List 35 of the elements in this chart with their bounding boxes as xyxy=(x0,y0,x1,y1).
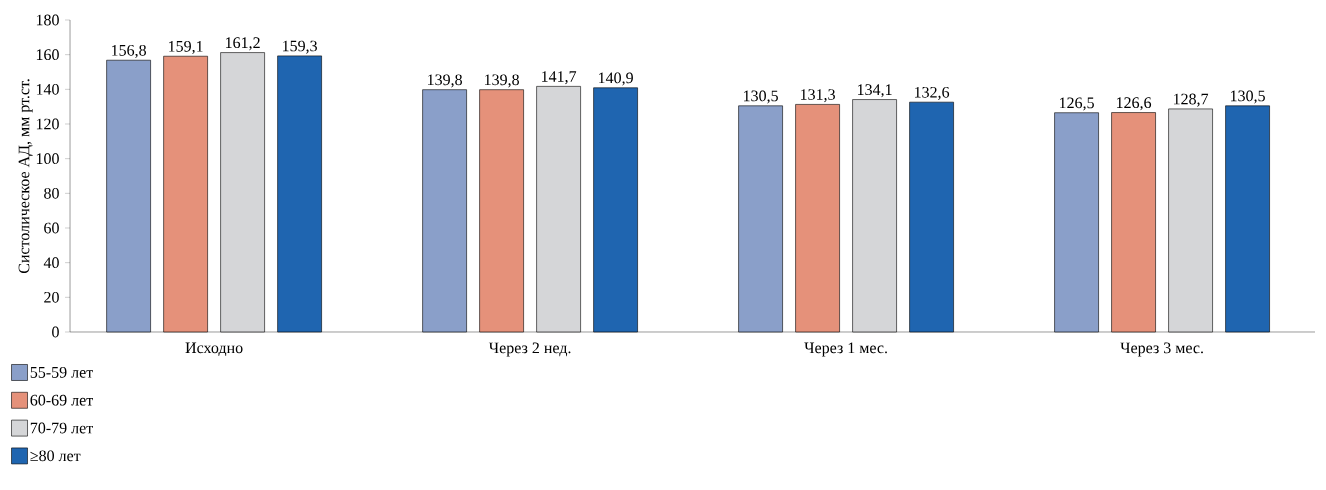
data-label: 161,2 xyxy=(226,37,260,51)
y-tick-label: 60 xyxy=(44,222,59,234)
data-label: 159,1 xyxy=(169,40,203,55)
legend-label: 55-59 лет xyxy=(30,367,93,378)
data-label: 134,1 xyxy=(857,84,892,98)
y-tick-label: 20 xyxy=(44,291,59,303)
y-tick-label: 120 xyxy=(36,118,59,130)
x-tick-label: Через 2 нед. xyxy=(488,342,571,357)
x-tick-label: Через 3 мес. xyxy=(1120,342,1203,357)
x-tick-label: Исходно xyxy=(185,342,243,357)
data-label: 130,5 xyxy=(1230,90,1265,104)
y-tick-label: 40 xyxy=(43,257,59,269)
y-tick-label: 160 xyxy=(36,49,59,61)
y-tick-label: 140 xyxy=(36,83,59,95)
data-label: 139,8 xyxy=(485,74,519,88)
data-label: 139,8 xyxy=(428,74,462,88)
y-axis-title: Систолическое АД, мм рт.ст. xyxy=(18,79,33,274)
data-label: 130,5 xyxy=(744,90,778,104)
data-label: 156,8 xyxy=(112,44,146,59)
data-label: 140,9 xyxy=(599,72,633,86)
data-label: 141,7 xyxy=(542,71,577,85)
data-label: 126,5 xyxy=(1059,97,1094,111)
y-tick-label: 80 xyxy=(44,187,59,199)
data-label: 131,3 xyxy=(801,89,835,103)
data-label: 159,3 xyxy=(283,40,317,54)
data-label: 132,6 xyxy=(914,86,950,100)
y-tick-label: 100 xyxy=(36,153,59,165)
legend-label: ≥80 лет xyxy=(30,450,81,462)
data-label: 128,7 xyxy=(1173,93,1209,107)
data-label: 126,6 xyxy=(1116,97,1152,111)
legend-label: 60-69 лет xyxy=(30,394,93,406)
legend-label: 70-79 лет xyxy=(30,422,93,434)
y-tick-label: 180 xyxy=(36,14,59,26)
x-tick-label: Через 1 мес. xyxy=(804,342,887,357)
y-tick-label: 0 xyxy=(52,326,59,338)
